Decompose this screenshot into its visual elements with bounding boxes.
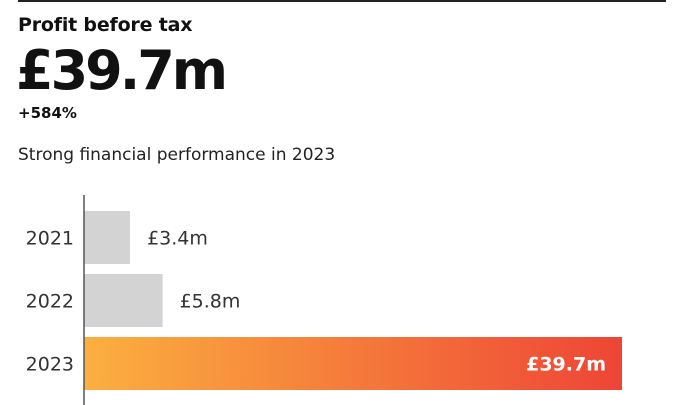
change-percentage: +584%	[18, 104, 77, 122]
bar-2021	[84, 211, 131, 264]
category-label-2022: 2022	[26, 291, 74, 313]
chart-subtitle: Strong financial performance in 2023	[18, 145, 336, 165]
value-label-2023: £39.7m	[526, 354, 606, 376]
category-label-2023: 2023	[26, 354, 74, 376]
kicker-title: Profit before tax	[18, 14, 193, 36]
top-rule	[18, 0, 666, 2]
bar-2022	[84, 274, 163, 327]
headline-value: £39.7m	[16, 39, 228, 102]
value-label-2022: £5.8m	[180, 291, 241, 313]
bar-2023	[84, 337, 622, 390]
value-label-2021: £3.4m	[147, 228, 208, 250]
category-label-2021: 2021	[26, 228, 74, 250]
